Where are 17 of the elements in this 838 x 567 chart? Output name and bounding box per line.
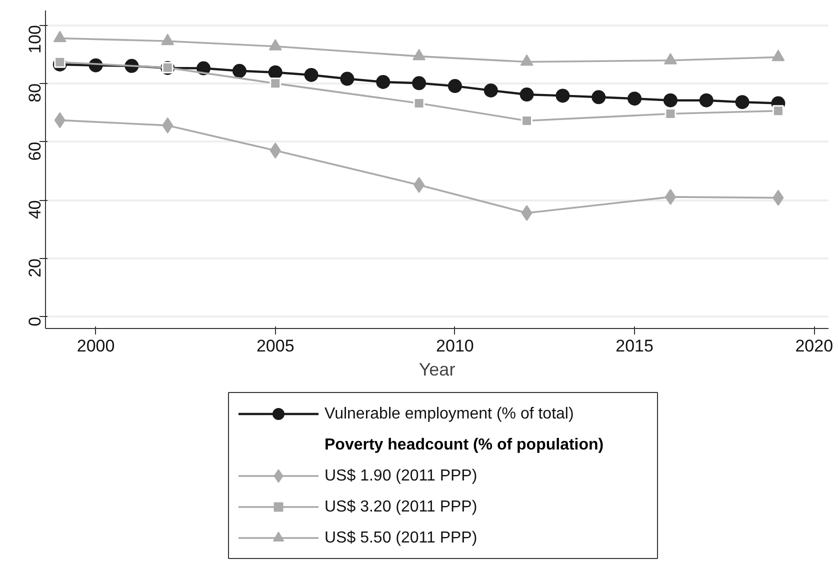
legend-label: US$ 3.20 (2011 PPP) — [324, 498, 478, 516]
y-tick-label: 20 — [26, 258, 44, 278]
legend-label: US$ 1.90 (2011 PPP) — [324, 468, 478, 484]
x-tick-label: 2000 — [76, 336, 115, 356]
x-axis-title: Year — [418, 360, 456, 380]
y-tick-label: 0 — [26, 316, 44, 326]
x-tick-label: 2010 — [436, 336, 474, 356]
x-tick-label: 2020 — [795, 336, 834, 356]
x-tick-label: 2015 — [616, 336, 654, 356]
y-tick-label: 100 — [26, 25, 44, 54]
legend-label: US$ 5.50 (2011 PPP) — [324, 530, 478, 546]
y-tick-label: 40 — [26, 200, 44, 220]
legend-label: Vulnerable employment (% of total) — [324, 406, 574, 422]
legend-title: Poverty headcount (% of population) — [324, 436, 604, 454]
y-tick-label: 80 — [26, 83, 44, 102]
x-tick-label: 2005 — [256, 336, 294, 356]
y-tick-label: 60 — [26, 142, 44, 161]
